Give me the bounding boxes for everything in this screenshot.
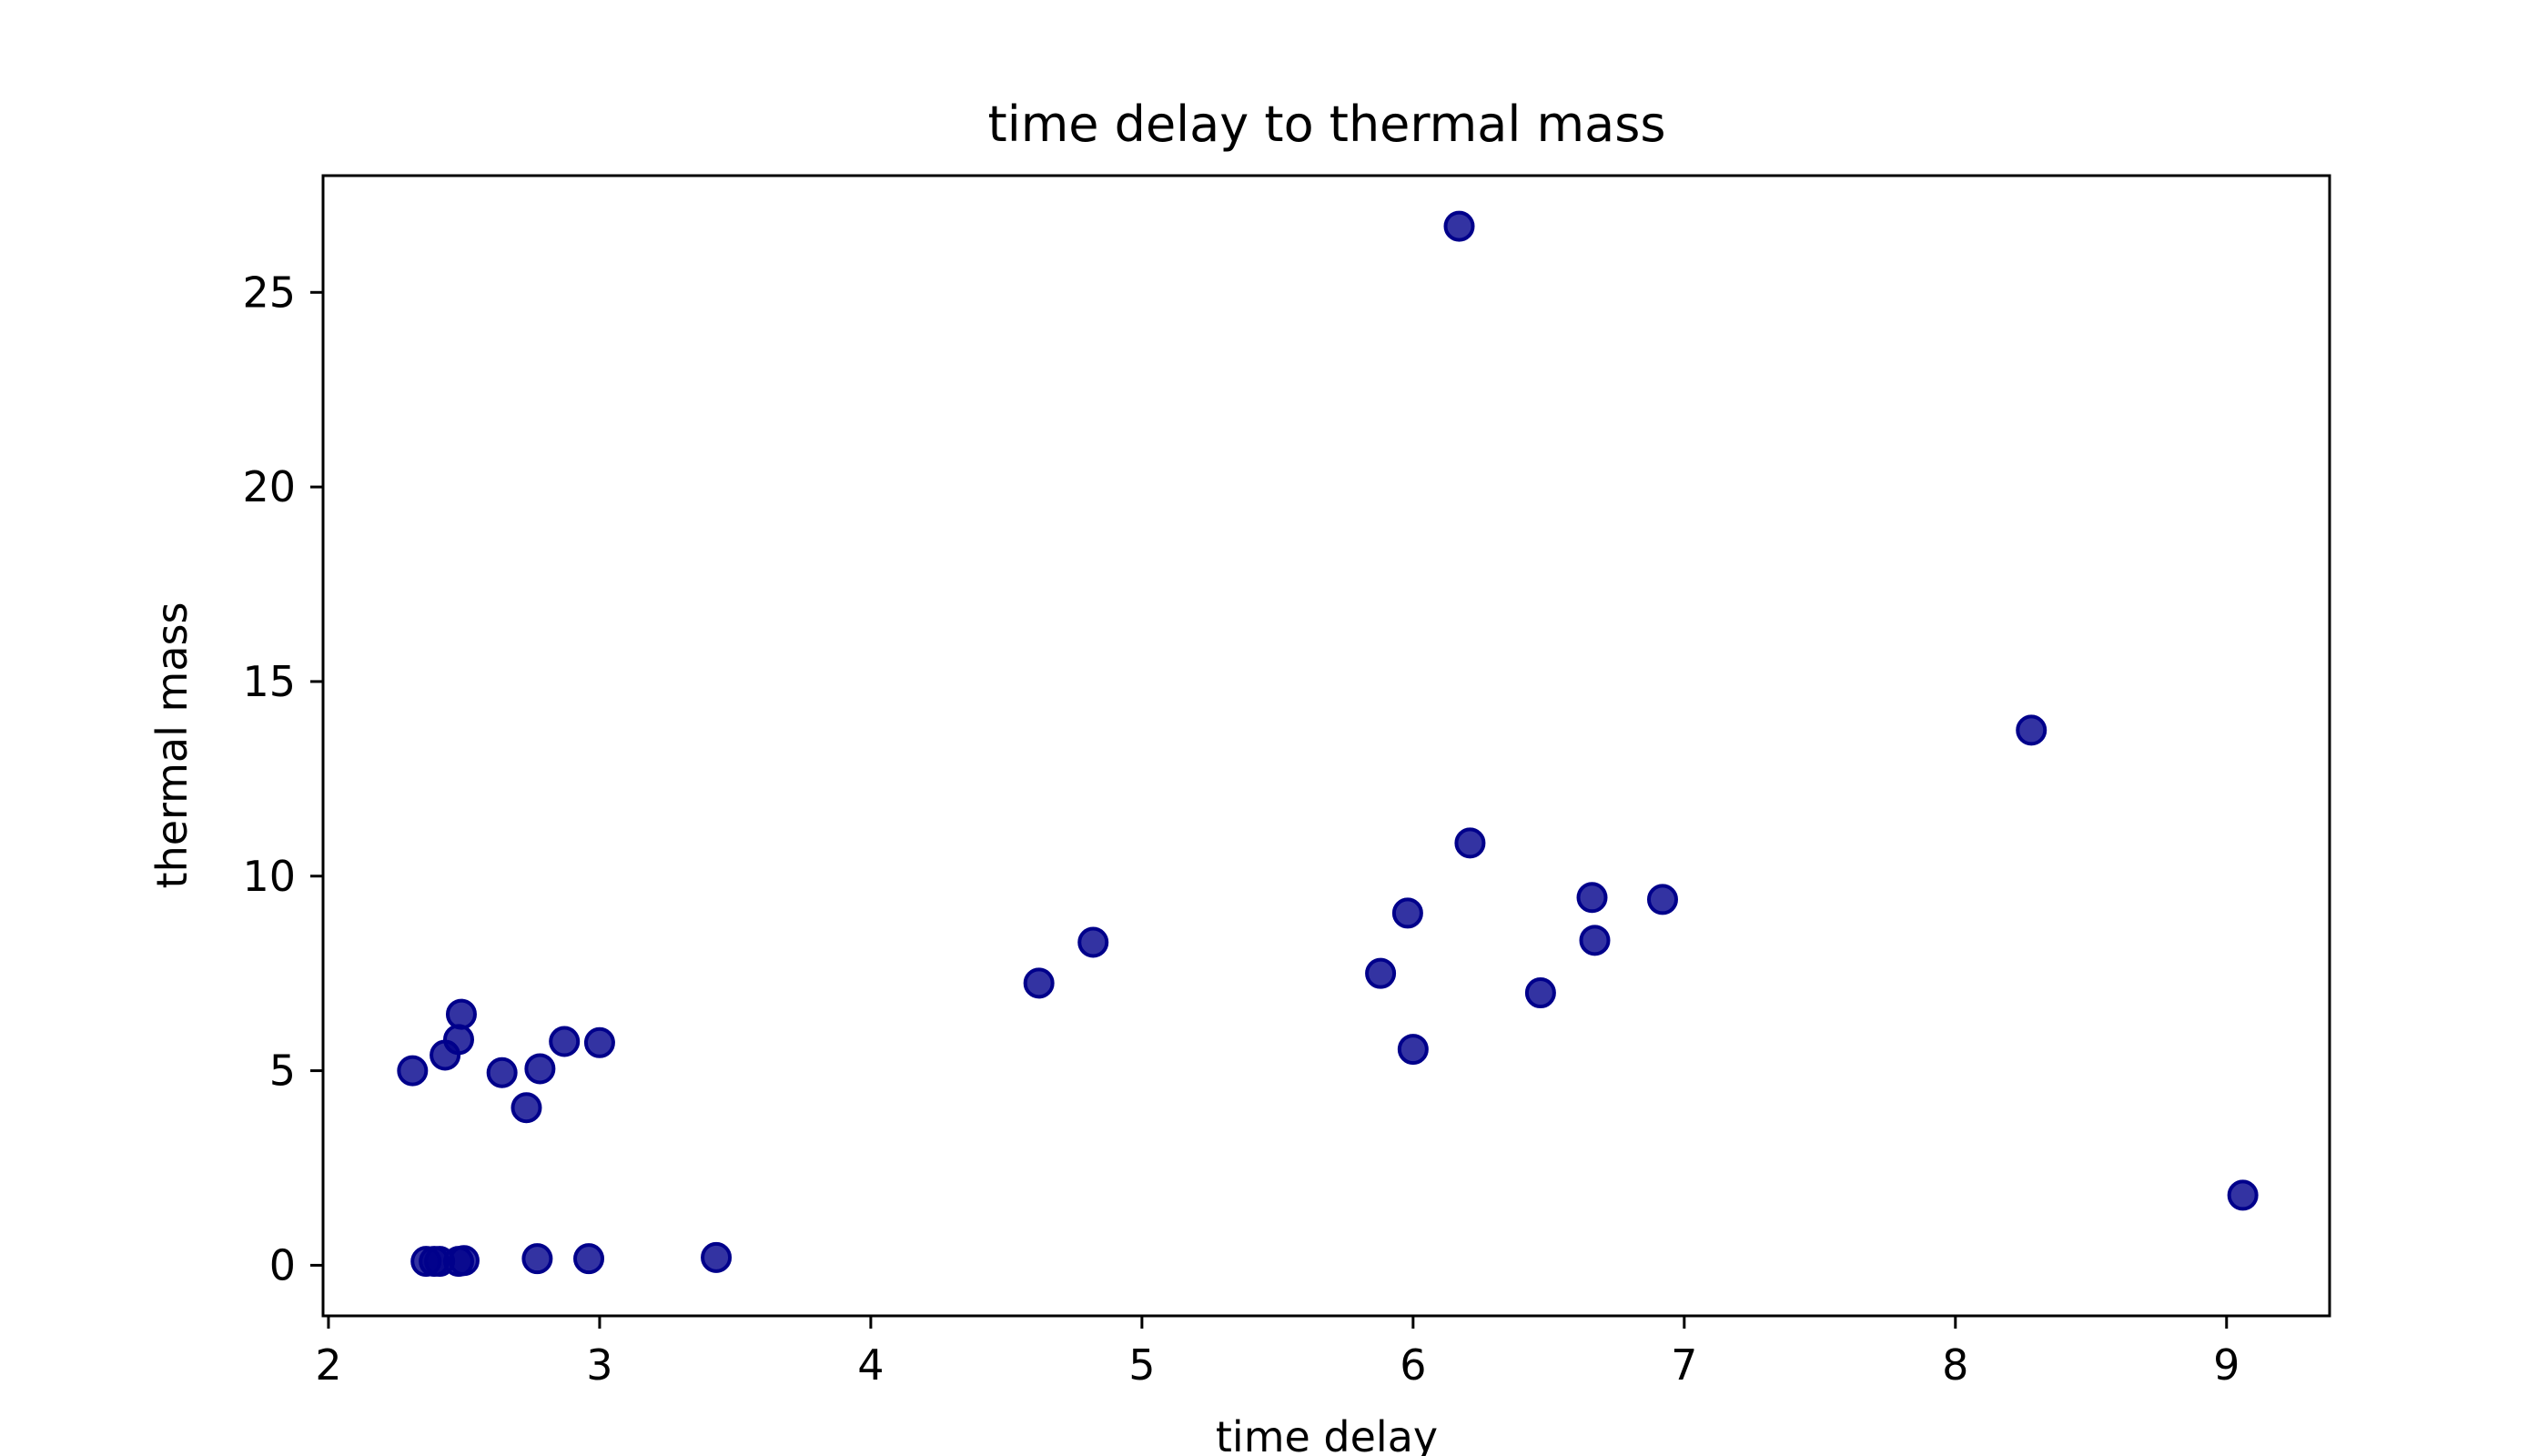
data-point <box>1579 925 1611 956</box>
y-tick-label: 20 <box>242 462 296 511</box>
x-tick-label: 8 <box>1942 1340 1968 1390</box>
data-point <box>521 1243 553 1275</box>
data-point <box>2227 1179 2259 1211</box>
data-point <box>397 1055 429 1087</box>
x-tick-label: 7 <box>1671 1340 1697 1390</box>
data-point <box>1077 926 1109 958</box>
x-tick-label: 9 <box>2213 1340 2240 1390</box>
y-axis: 0 5 10 15 20 25 <box>242 268 323 1289</box>
plot-frame <box>321 174 2331 1318</box>
data-point <box>524 1053 556 1085</box>
data-point <box>1524 977 1556 1009</box>
data-point <box>1454 827 1486 859</box>
data-point <box>1397 1034 1429 1066</box>
y-tick-label: 5 <box>269 1046 296 1096</box>
data-point <box>1443 210 1475 242</box>
x-tick-label: 3 <box>586 1340 612 1390</box>
x-tick-label: 6 <box>1400 1340 1426 1390</box>
y-tick-label: 25 <box>242 268 296 317</box>
data-point <box>419 1246 450 1278</box>
data-point <box>486 1057 518 1088</box>
data-point <box>2016 714 2048 746</box>
chart-title: time delay to thermal mass <box>988 96 1666 153</box>
x-axis-label: time delay <box>1216 1412 1438 1456</box>
data-point <box>1023 967 1055 999</box>
data-point <box>583 1026 615 1058</box>
data-point <box>549 1026 581 1057</box>
data-point <box>1646 884 1678 915</box>
x-tick-label: 5 <box>1128 1340 1155 1390</box>
data-point <box>430 1039 461 1071</box>
data-point <box>1365 957 1397 989</box>
plot-area <box>397 210 2259 1278</box>
y-tick-label: 10 <box>242 852 296 901</box>
data-point <box>701 1241 733 1273</box>
data-point <box>445 998 477 1030</box>
y-tick-label: 0 <box>269 1240 296 1289</box>
y-axis-label: thermal mass <box>147 602 197 889</box>
x-tick-label: 2 <box>315 1340 341 1390</box>
data-point <box>1391 897 1423 929</box>
data-point <box>1576 882 1608 914</box>
x-axis: 2 3 4 5 6 7 8 9 <box>315 1316 2240 1390</box>
data-point <box>511 1092 542 1124</box>
x-tick-label: 4 <box>857 1340 884 1390</box>
y-tick-label: 15 <box>242 657 296 706</box>
data-point <box>573 1243 605 1275</box>
